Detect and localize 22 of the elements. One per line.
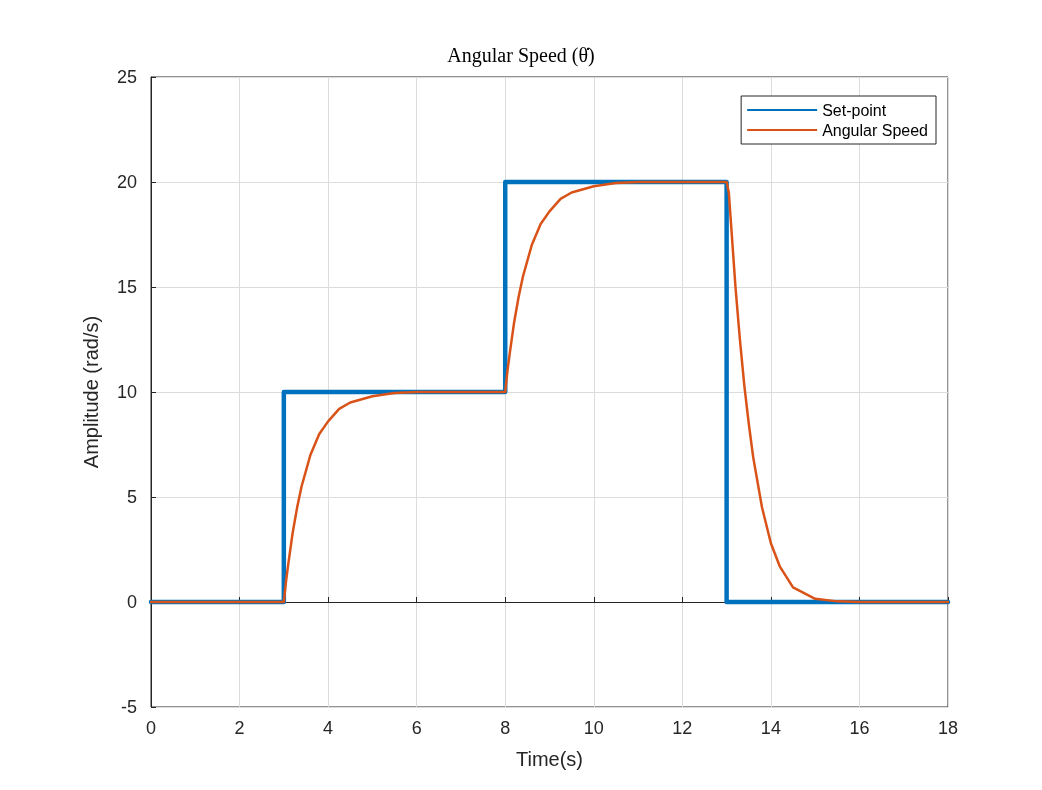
x-tick-label: 8 xyxy=(500,718,511,738)
x-tick-label: 4 xyxy=(323,718,334,738)
x-tick-label: 18 xyxy=(937,718,959,738)
x-tick-label: 6 xyxy=(411,718,422,738)
legend-label: Angular Speed xyxy=(822,121,928,139)
x-tick-label: 10 xyxy=(583,718,604,738)
y-tick-label: 0 xyxy=(126,592,137,612)
y-tick-label: 10 xyxy=(116,382,137,402)
x-tick-label: 2 xyxy=(234,718,245,738)
x-axis-title: Time(s) xyxy=(515,748,584,770)
y-tick-label: 25 xyxy=(116,67,137,87)
x-tick-label: 14 xyxy=(760,718,781,738)
y-tick-label: 20 xyxy=(116,172,137,192)
chart-title: Angular Speed (θ̇) xyxy=(447,44,595,67)
x-tick-label: 12 xyxy=(672,718,693,738)
y-tick-label: 5 xyxy=(126,487,137,507)
legend-label: Set-point xyxy=(822,101,887,119)
y-axis-title: Amplitude (rad/s) xyxy=(80,315,102,469)
x-tick-label: 16 xyxy=(849,718,870,738)
y-tick-label: -5 xyxy=(120,697,137,717)
y-tick-label: 15 xyxy=(116,277,137,297)
x-tick-label: 0 xyxy=(145,718,157,738)
